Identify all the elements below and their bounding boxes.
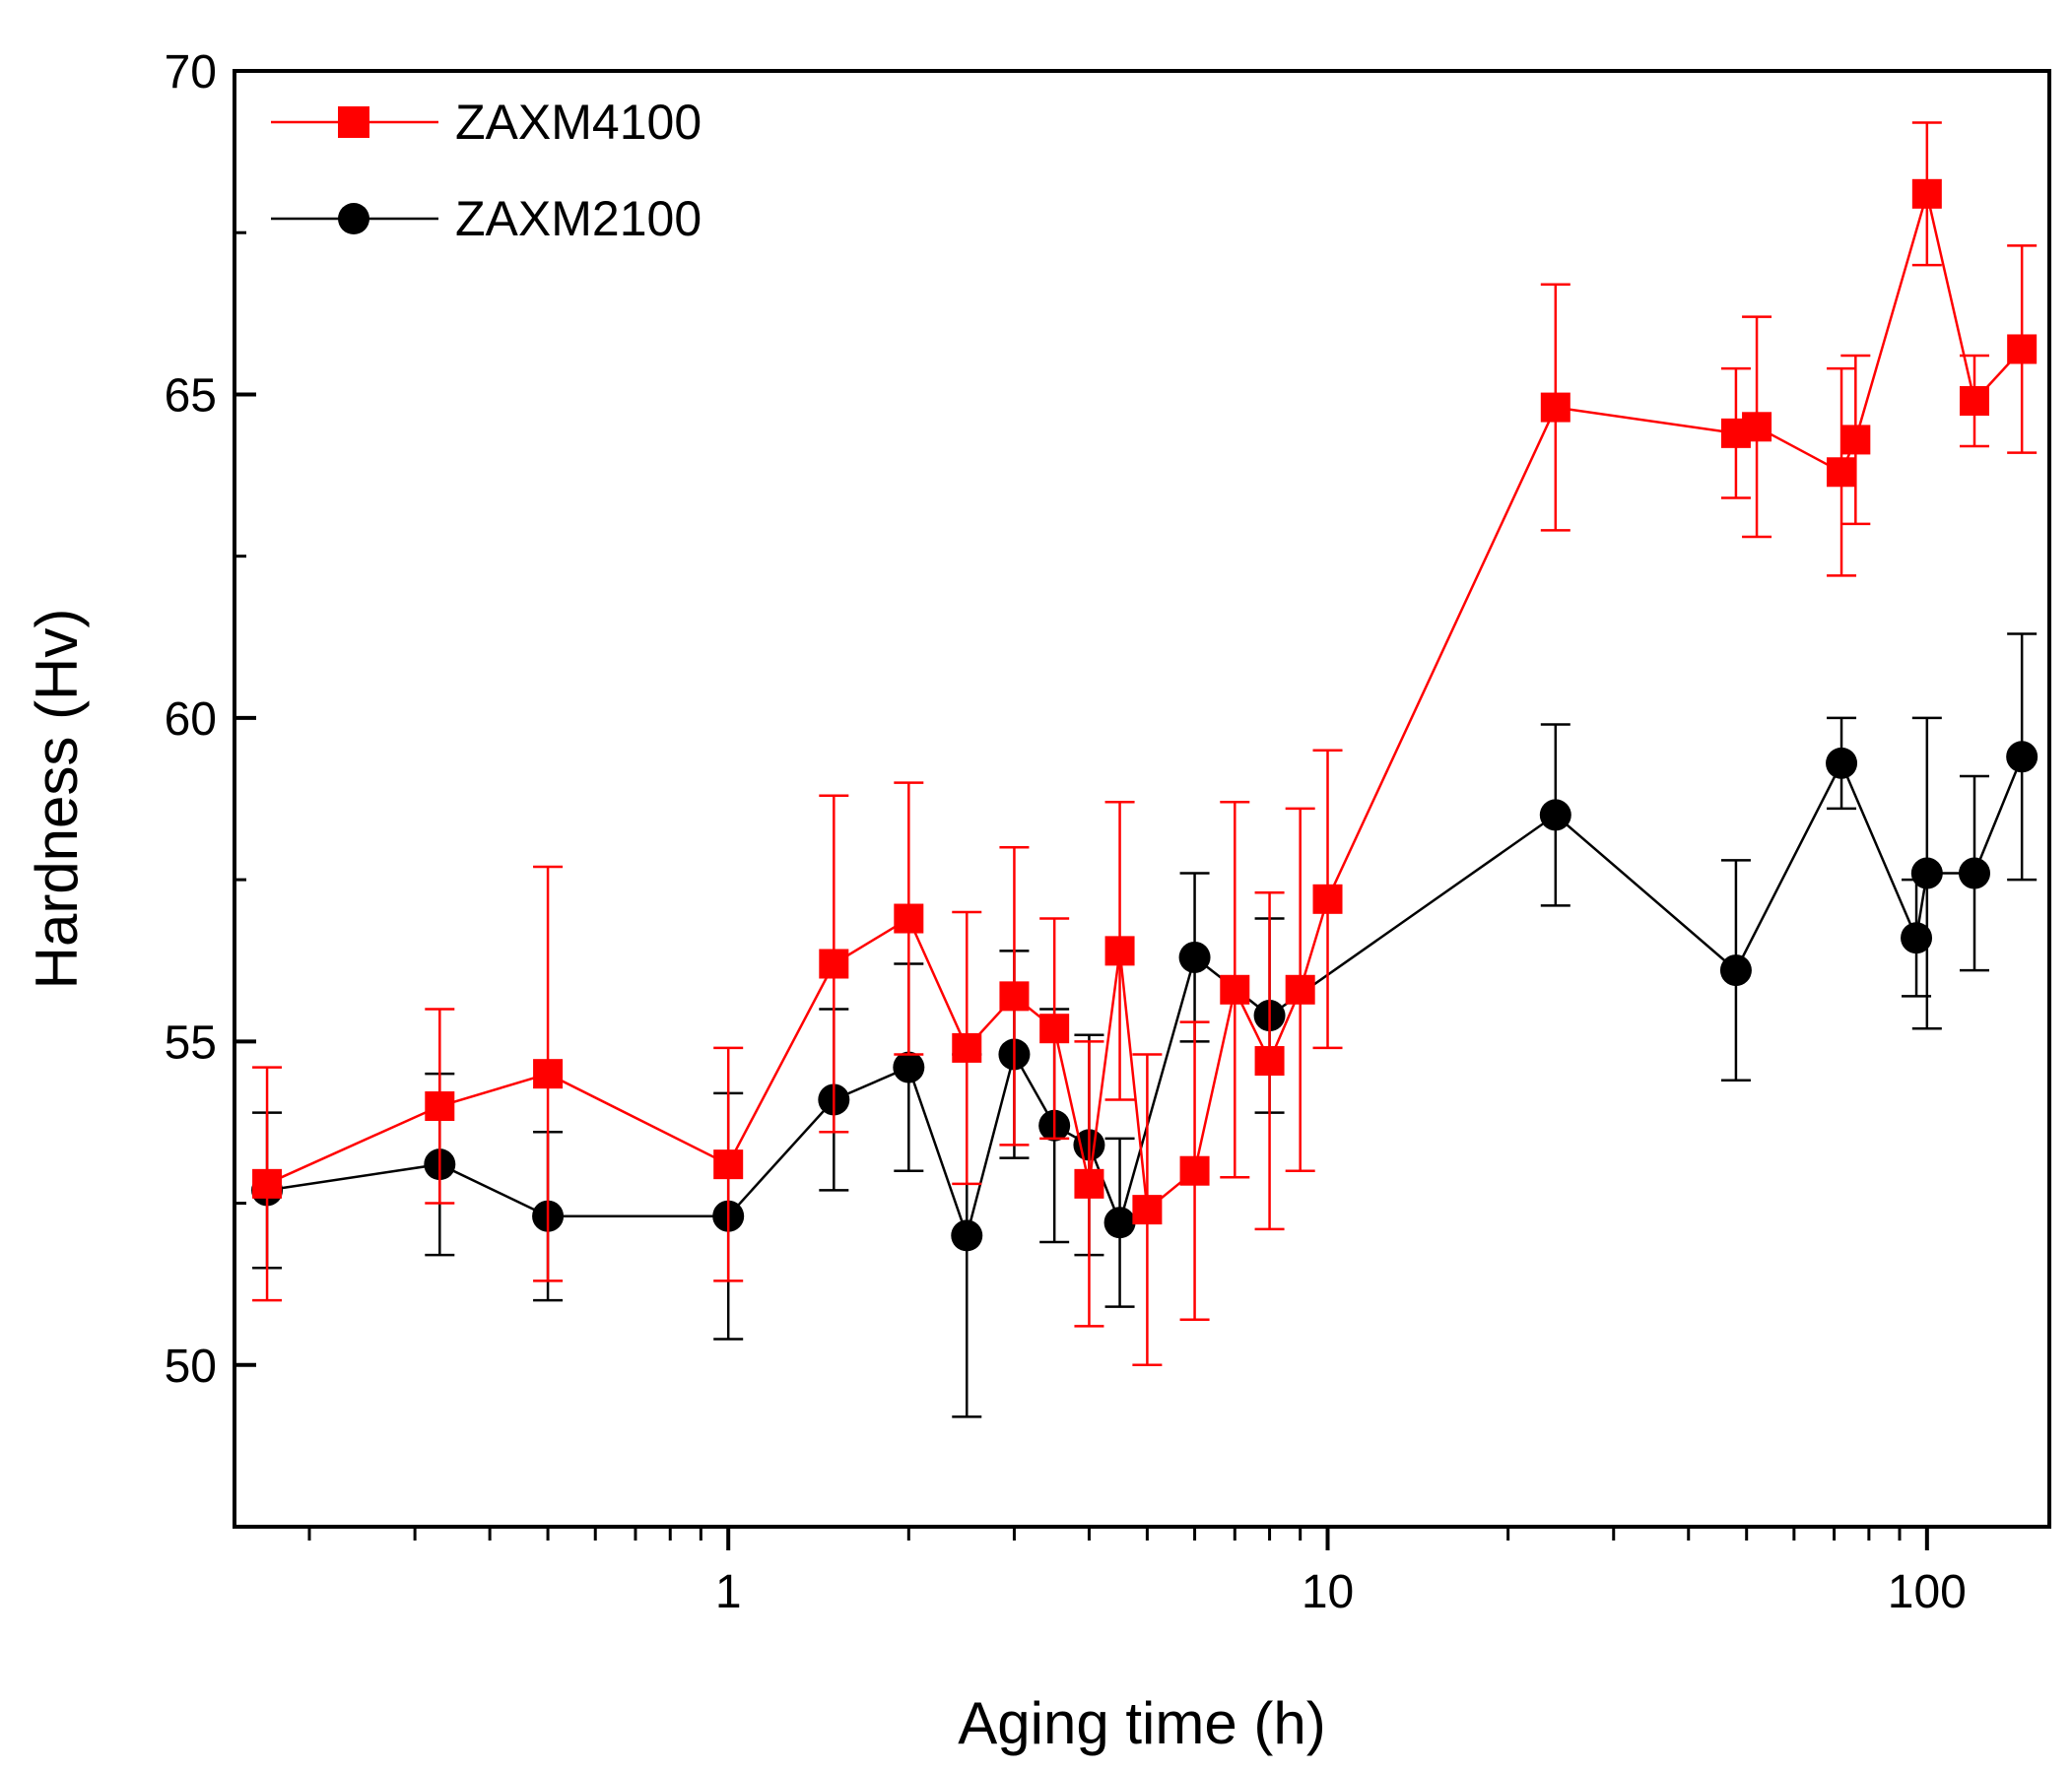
data-point xyxy=(252,1168,283,1199)
data-point xyxy=(1901,922,1933,954)
x-tick-label: 100 xyxy=(1888,1566,1967,1618)
data-point xyxy=(1178,941,1211,973)
legend-marker xyxy=(338,203,369,234)
data-point xyxy=(2007,334,2038,364)
data-point xyxy=(1104,936,1135,966)
data-point xyxy=(1911,178,1942,209)
x-tick-label: 1 xyxy=(715,1566,742,1618)
data-point xyxy=(1074,1168,1104,1199)
y-tick-label: 70 xyxy=(165,46,217,98)
y-tick-label: 60 xyxy=(165,693,217,746)
data-point xyxy=(1719,954,1752,987)
data-point xyxy=(1220,974,1250,1005)
data-point xyxy=(894,903,924,934)
data-point xyxy=(1826,747,1858,779)
data-point xyxy=(1103,1207,1136,1239)
series-ZAXM4100 xyxy=(252,121,2038,1367)
data-point xyxy=(1910,857,1943,889)
series-line xyxy=(266,188,2024,1213)
data-point xyxy=(1742,412,1772,442)
data-point xyxy=(893,1051,925,1083)
data-point xyxy=(1254,1046,1285,1077)
data-point xyxy=(1840,425,1871,455)
data-point xyxy=(1959,386,1989,417)
data-point xyxy=(2006,741,2039,773)
y-tick-label: 55 xyxy=(165,1017,217,1069)
data-point xyxy=(1312,884,1343,914)
legend-item: ZAXM4100 xyxy=(271,95,702,150)
data-point xyxy=(1039,1014,1070,1044)
data-point xyxy=(1827,457,1857,488)
data-point xyxy=(952,1032,982,1063)
data-point xyxy=(533,1059,564,1089)
data-point xyxy=(951,1219,983,1252)
plot-frame xyxy=(233,69,2051,1529)
data-point xyxy=(819,949,849,979)
data-point xyxy=(1285,974,1315,1005)
data-point xyxy=(1958,857,1990,889)
legend-label: ZAXM4100 xyxy=(455,95,702,150)
y-tick-label: 50 xyxy=(165,1341,217,1393)
legend: ZAXM4100 ZAXM2100 xyxy=(271,95,702,246)
legend-label: ZAXM2100 xyxy=(455,191,702,246)
data-point xyxy=(1539,799,1571,831)
series-ZAXM2100 xyxy=(251,632,2039,1418)
data-point xyxy=(1132,1195,1163,1225)
x-tick-label: 10 xyxy=(1302,1566,1354,1618)
data-point xyxy=(1179,1155,1210,1186)
legend-marker xyxy=(338,106,369,138)
data-point xyxy=(999,981,1030,1012)
data-point xyxy=(425,1091,455,1122)
legend-item: ZAXM2100 xyxy=(271,191,702,246)
y-tick-label: 65 xyxy=(165,369,217,422)
data-point xyxy=(713,1149,744,1180)
x-axis-title: Aging time (h) xyxy=(958,1690,1325,1756)
series-line xyxy=(266,755,2024,1240)
data-point xyxy=(1540,392,1571,423)
y-axis-title: Hardness (Hv) xyxy=(24,609,90,990)
